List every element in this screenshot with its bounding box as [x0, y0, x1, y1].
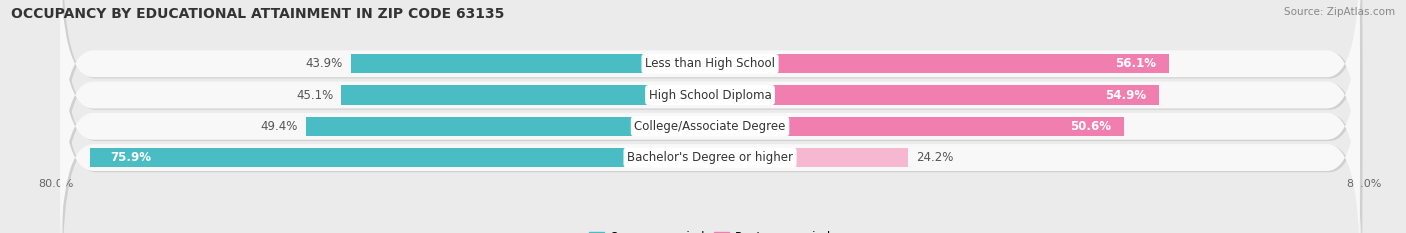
FancyBboxPatch shape — [63, 0, 1362, 177]
Text: OCCUPANCY BY EDUCATIONAL ATTAINMENT IN ZIP CODE 63135: OCCUPANCY BY EDUCATIONAL ATTAINMENT IN Z… — [11, 7, 505, 21]
Legend: Owner-occupied, Renter-occupied: Owner-occupied, Renter-occupied — [585, 226, 835, 233]
FancyBboxPatch shape — [63, 0, 1362, 208]
Text: 50.6%: 50.6% — [1070, 120, 1111, 133]
FancyBboxPatch shape — [63, 47, 1362, 233]
FancyBboxPatch shape — [60, 46, 1360, 233]
Bar — [710, 148, 908, 167]
Text: 24.2%: 24.2% — [915, 151, 953, 164]
FancyBboxPatch shape — [63, 16, 1362, 233]
Text: Less than High School: Less than High School — [645, 57, 775, 70]
Text: 43.9%: 43.9% — [307, 57, 343, 70]
Bar — [710, 54, 1168, 73]
Text: 75.9%: 75.9% — [110, 151, 152, 164]
Text: 54.9%: 54.9% — [1105, 89, 1146, 102]
Bar — [342, 85, 710, 105]
FancyBboxPatch shape — [60, 0, 1360, 207]
FancyBboxPatch shape — [60, 0, 1360, 175]
Bar — [90, 148, 710, 167]
Text: 49.4%: 49.4% — [260, 120, 298, 133]
Text: 45.1%: 45.1% — [297, 89, 333, 102]
FancyBboxPatch shape — [60, 15, 1360, 233]
Text: College/Associate Degree: College/Associate Degree — [634, 120, 786, 133]
Text: Bachelor's Degree or higher: Bachelor's Degree or higher — [627, 151, 793, 164]
Bar — [710, 116, 1123, 136]
Bar — [307, 116, 710, 136]
Bar — [710, 85, 1159, 105]
Text: 56.1%: 56.1% — [1115, 57, 1156, 70]
Text: High School Diploma: High School Diploma — [648, 89, 772, 102]
Bar — [352, 54, 710, 73]
Text: Source: ZipAtlas.com: Source: ZipAtlas.com — [1284, 7, 1395, 17]
